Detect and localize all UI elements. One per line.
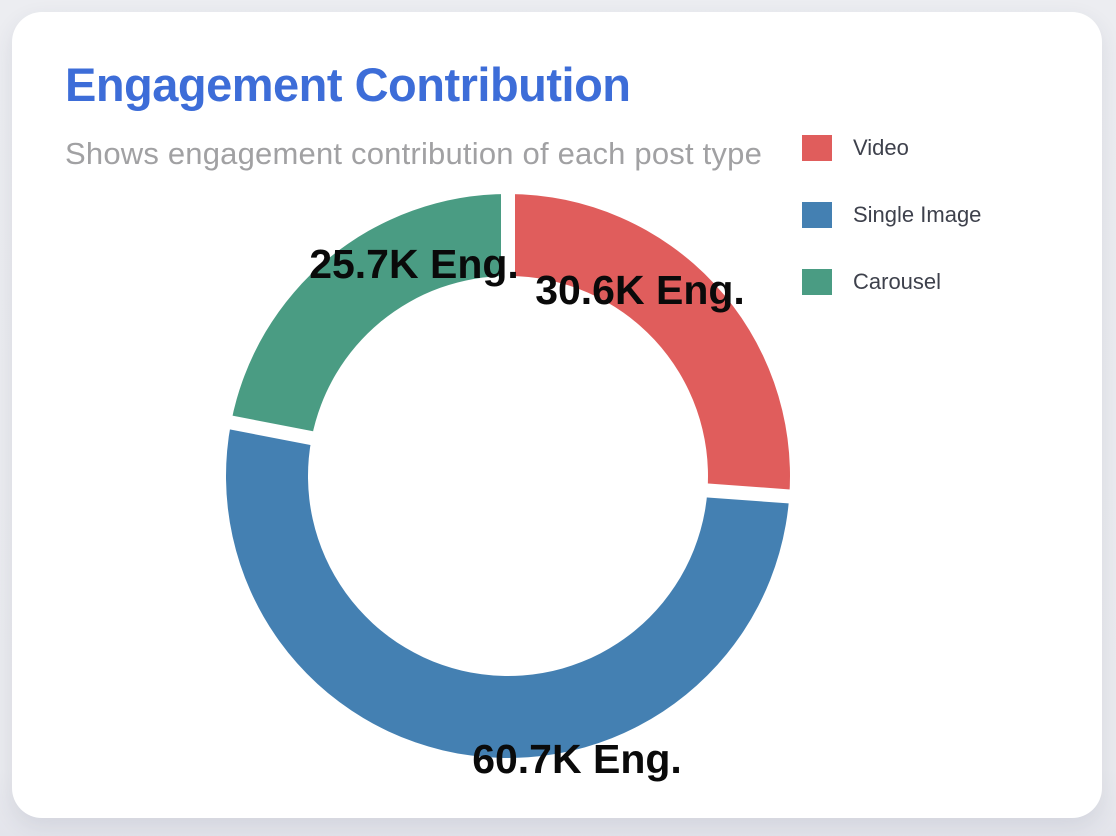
card-title: Engagement Contribution — [65, 58, 631, 111]
video-swatch-icon — [802, 135, 832, 161]
legend-item-carousel[interactable]: Carousel — [802, 269, 981, 295]
slice-value-label-video: 30.6K Eng. — [535, 267, 745, 313]
slice-carousel[interactable] — [231, 193, 509, 439]
card-subtitle: Shows engagement contribution of each po… — [65, 136, 763, 171]
slice-value-label-single-image: 60.7K Eng. — [472, 736, 682, 782]
chart-legend: Video Single Image Carousel — [802, 135, 981, 295]
donut-chart: 30.6K Eng. 60.7K Eng. 25.7K Eng. — [218, 182, 802, 782]
legend-item-single-image[interactable]: Single Image — [802, 202, 981, 228]
slice-video[interactable] — [508, 193, 791, 497]
slice-single-image[interactable] — [226, 422, 790, 758]
slice-gap — [218, 413, 323, 447]
single-image-swatch-icon — [802, 202, 832, 228]
legend-label-single-image: Single Image — [853, 202, 982, 227]
slice-gap — [696, 482, 802, 505]
legend-item-video[interactable]: Video — [802, 135, 981, 161]
legend-label-carousel: Carousel — [853, 269, 942, 294]
legend-label-video: Video — [853, 135, 909, 160]
slice-value-label-carousel: 25.7K Eng. — [309, 241, 519, 287]
carousel-swatch-icon — [802, 269, 832, 295]
engagement-contribution-card: Engagement Contribution Shows engagement… — [12, 12, 1102, 818]
